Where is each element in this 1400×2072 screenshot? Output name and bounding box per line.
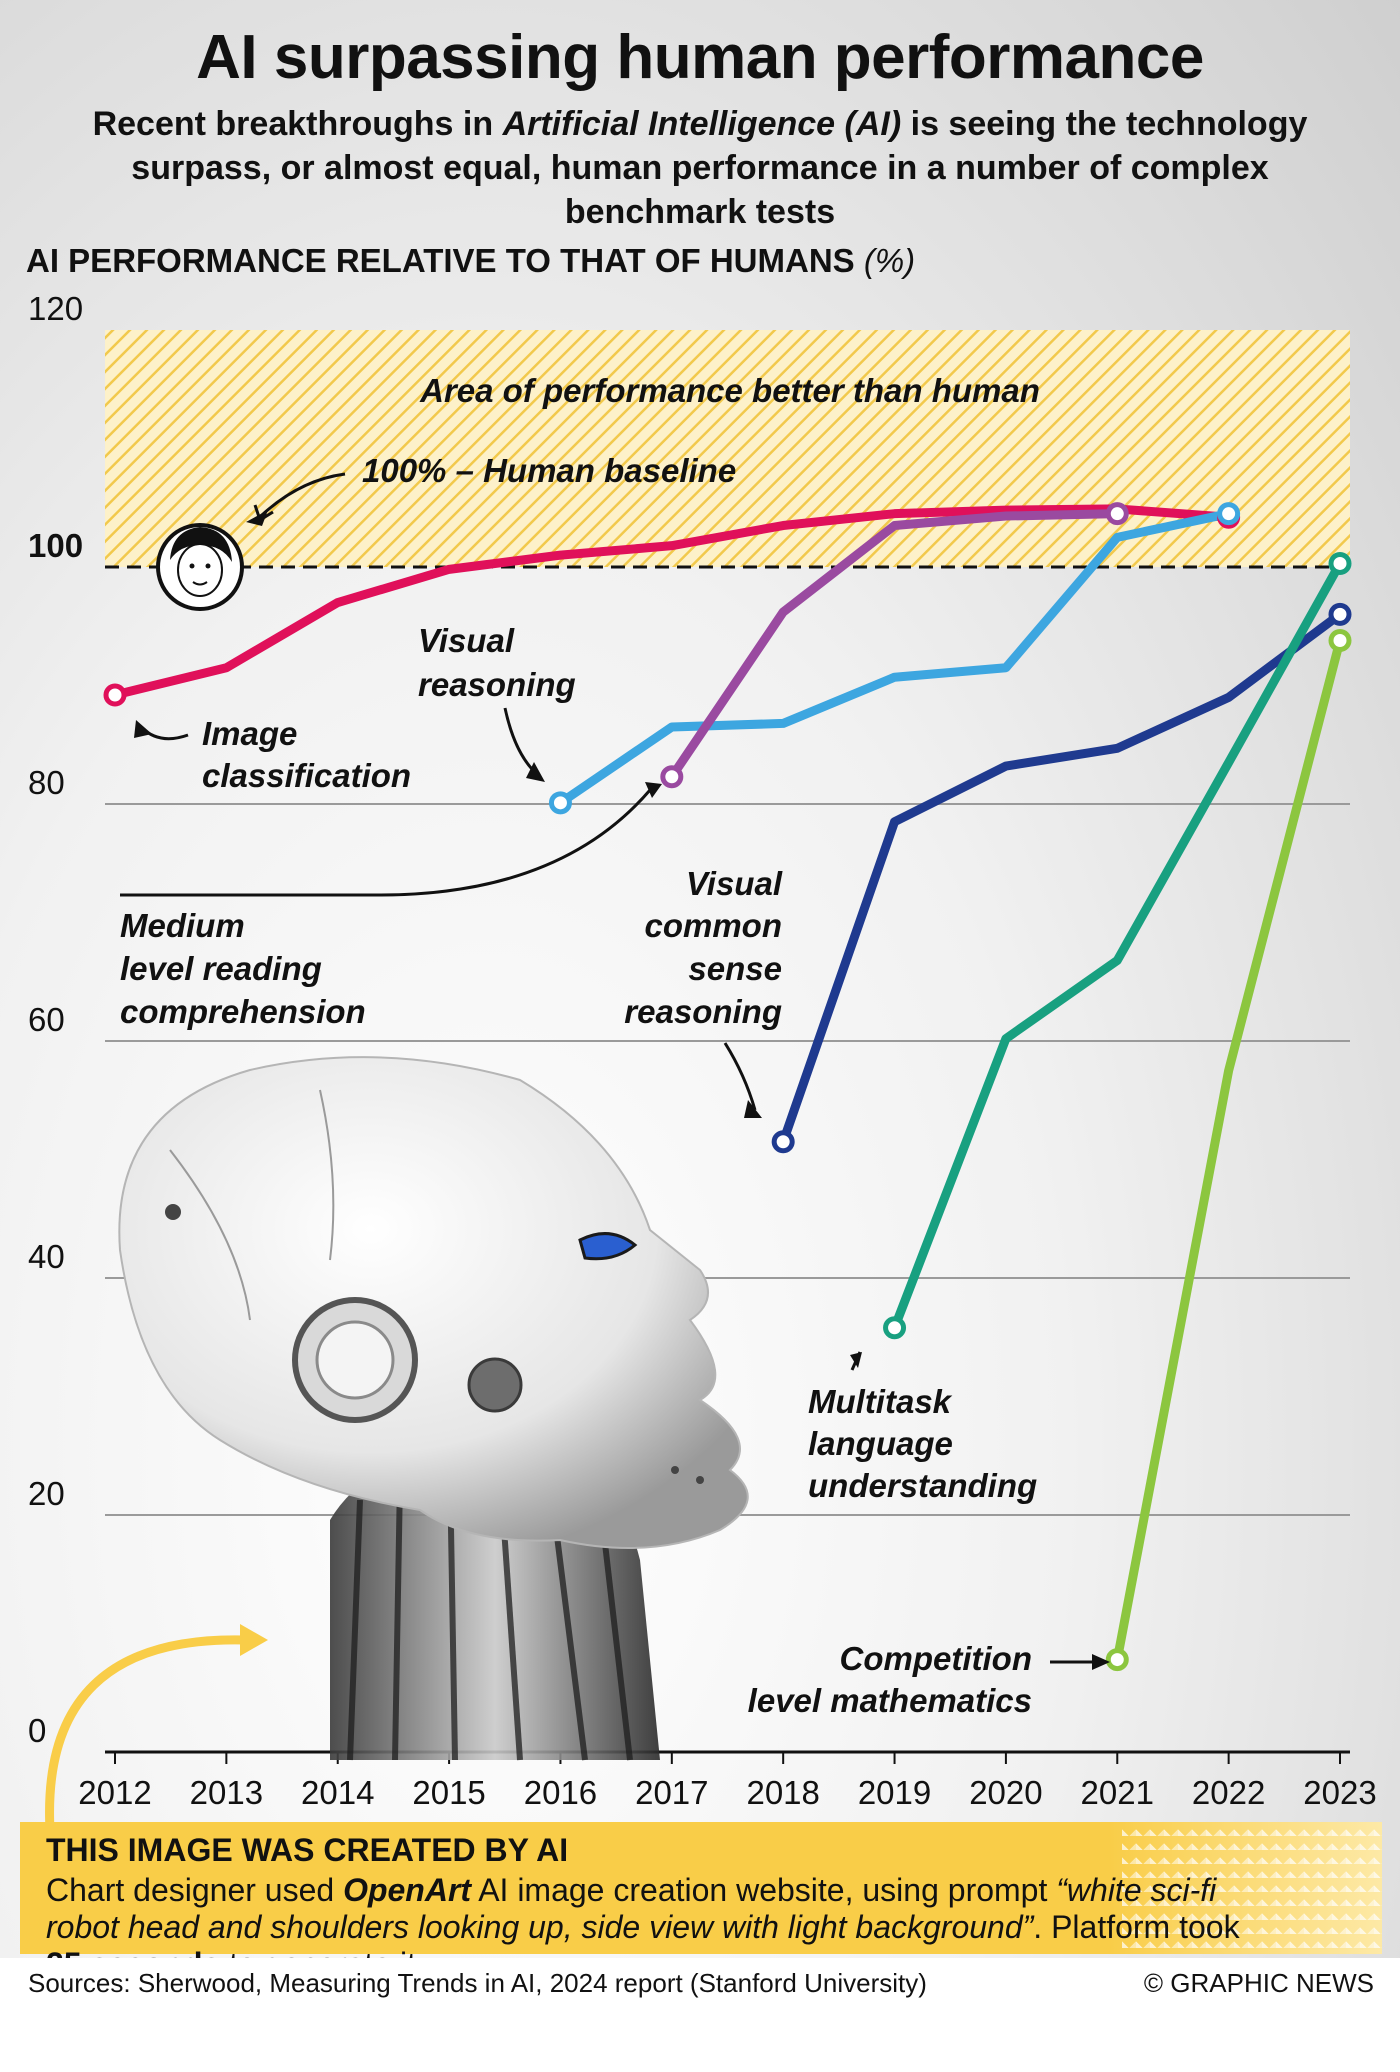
subtitle-post: is seeing the technology surpass, or alm…	[131, 105, 1308, 231]
axis-title-text: AI PERFORMANCE RELATIVE TO THAT OF HUMAN…	[26, 242, 855, 279]
robot-illustration	[118, 1056, 749, 1761]
series-markers	[103, 502, 1352, 1672]
series-lines	[110, 504, 1345, 1665]
series-4-endpoint-4	[1328, 551, 1352, 575]
y-tick-0: 0	[28, 1712, 46, 1749]
banner-heading: THIS IMAGE WAS CREATED BY AI	[46, 1832, 569, 1868]
y-tick-80: 80	[28, 764, 65, 801]
banner-line2-mid: . Platform took	[1033, 1909, 1240, 1945]
banner-pixel-pattern	[1122, 1822, 1382, 1954]
x-tick-labels: 2012 2013 2014 2015 2016 2017 2018 2019 2020 2021…	[78, 1752, 1377, 1811]
label-common-sense-1: Visual	[686, 865, 783, 902]
label-visual-reasoning-2: reasoning	[418, 666, 576, 703]
label-multitask-3: understanding	[808, 1467, 1037, 1504]
better-area-label: Area of performance better than human	[419, 372, 1040, 409]
series-3-endpoint-5	[1328, 602, 1352, 626]
arrow-heads	[134, 510, 1110, 1670]
y-tick-100: 100	[28, 527, 83, 564]
label-common-sense-3: sense	[688, 950, 782, 987]
x-tick-2023: 2023	[1303, 1774, 1376, 1811]
label-common-sense-2: common	[644, 907, 782, 944]
series-line-1	[555, 509, 1234, 808]
x-tick-2015: 2015	[412, 1774, 485, 1811]
subtitle-pre: Recent breakthroughs in	[92, 105, 503, 143]
label-reading-1: Medium	[120, 907, 245, 944]
banner-prompt: “white sci-fi robot head and shoulders l…	[46, 1872, 1217, 1945]
x-tick-2020: 2020	[969, 1774, 1042, 1811]
line-chart: 0 20 40 60 80 100 120 2012 2013 2014 2015 2016 2017…	[28, 290, 1377, 1822]
page-subtitle: Recent breakthroughs in Artificial Intel…	[90, 102, 1310, 234]
x-tick-2017: 2017	[635, 1774, 708, 1811]
ai-image-banner: THIS IMAGE WAS CREATED BY AI Chart desig…	[20, 1822, 1382, 1982]
x-tick-2018: 2018	[746, 1774, 819, 1811]
yellow-callout-arrow	[45, 1635, 246, 1822]
x-tick-2012: 2012	[78, 1774, 151, 1811]
label-multitask-1: Multitask	[808, 1383, 953, 1420]
label-math-2: level mathematics	[748, 1682, 1032, 1719]
x-tick-2019: 2019	[858, 1774, 931, 1811]
y-tick-20: 20	[28, 1475, 65, 1512]
page-title: AI surpassing human performance	[196, 23, 1204, 92]
subtitle-italic: Artificial Intelligence (AI)	[502, 105, 902, 143]
label-reading-2: level reading	[120, 950, 322, 987]
copyright-text: © GRAPHIC NEWS	[1143, 1968, 1374, 1998]
y-axis-title: AI PERFORMANCE RELATIVE TO THAT OF HUMAN…	[26, 242, 915, 280]
label-common-sense-4: reasoning	[624, 993, 782, 1030]
series-1-endpoint-0	[548, 791, 572, 815]
banner-line1-pre: Chart designer used	[46, 1872, 344, 1908]
series-1-endpoint-6	[1217, 502, 1241, 526]
series-2-endpoint-0	[660, 765, 684, 789]
banner-line1-post: AI image creation website, using prompt	[471, 1872, 1048, 1908]
series-5-endpoint-2	[1328, 628, 1352, 652]
series-line-4	[890, 558, 1345, 1333]
series-3-endpoint-0	[771, 1130, 795, 1154]
y-tick-40: 40	[28, 1238, 65, 1275]
series-line-2	[667, 509, 1122, 782]
series-2-endpoint-4	[1105, 502, 1129, 526]
x-tick-2022: 2022	[1192, 1774, 1265, 1811]
label-image-classification-1: Image	[202, 715, 297, 752]
label-image-classification-2: classification	[202, 757, 411, 794]
label-multitask-2: language	[808, 1425, 953, 1462]
series-4-endpoint-0	[883, 1316, 907, 1340]
banner-openart: OpenArt	[343, 1872, 472, 1908]
label-reading-3: comprehension	[120, 993, 366, 1030]
footer: Sources: Sherwood, Measuring Trends in A…	[0, 1958, 1400, 2072]
y-tick-120: 120	[28, 290, 83, 327]
x-tick-2013: 2013	[190, 1774, 263, 1811]
y-tick-labels: 0 20 40 60 80 100 120	[28, 290, 83, 1749]
series-0-endpoint-0	[103, 683, 127, 707]
y-tick-60: 60	[28, 1001, 65, 1038]
x-tick-2021: 2021	[1081, 1774, 1154, 1811]
x-tick-2016: 2016	[524, 1774, 597, 1811]
label-visual-reasoning-1: Visual	[418, 622, 515, 659]
series-line-3	[778, 609, 1345, 1147]
series-line-0	[110, 504, 1234, 700]
label-math-1: Competition	[840, 1640, 1032, 1677]
x-tick-2014: 2014	[301, 1774, 374, 1811]
sources-text: Sources: Sherwood, Measuring Trends in A…	[28, 1968, 927, 1998]
series-5-endpoint-0	[1105, 1648, 1129, 1672]
axis-unit: (%)	[863, 242, 916, 279]
yellow-arrow-head	[240, 1624, 268, 1656]
baseline-label: 100% – Human baseline	[362, 452, 736, 489]
series-line-5	[1112, 635, 1345, 1665]
human-face-icon	[156, 523, 244, 611]
